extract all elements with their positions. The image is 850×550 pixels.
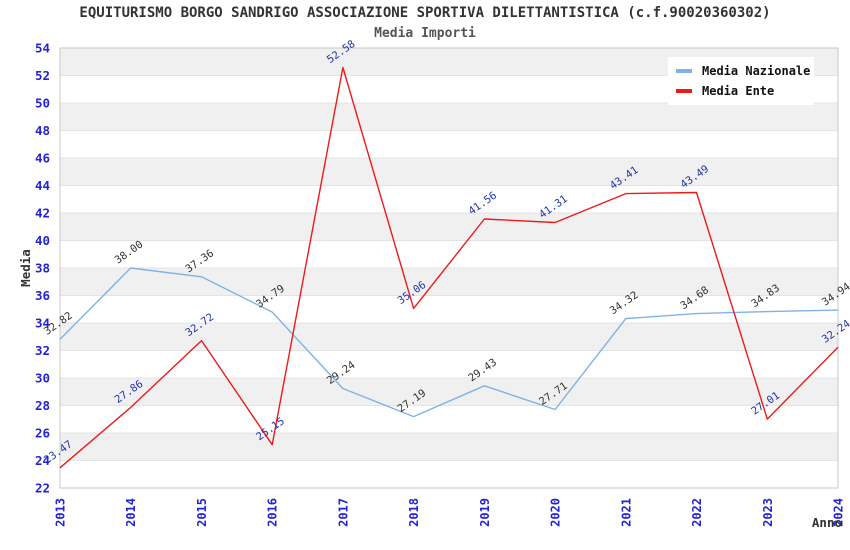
chart-title: EQUITURISMO BORGO SANDRIGO ASSOCIAZIONE … bbox=[79, 5, 771, 21]
y-tick-label: 36 bbox=[35, 288, 50, 303]
x-tick-label: 2018 bbox=[407, 498, 421, 527]
y-tick-label: 26 bbox=[35, 426, 50, 441]
legend: Media Nazionale Media Ente bbox=[668, 57, 814, 105]
plot-band bbox=[60, 433, 838, 461]
media-nazionale-line-swatch-icon bbox=[676, 69, 692, 73]
y-tick-label: 48 bbox=[35, 123, 50, 138]
y-tick-label: 46 bbox=[35, 151, 50, 166]
plot-band bbox=[60, 130, 838, 158]
legend-item-media-ente: Media Ente bbox=[676, 81, 814, 101]
y-tick-label: 44 bbox=[35, 178, 50, 193]
x-tick-label: 2023 bbox=[761, 498, 775, 527]
series-line-media-ente bbox=[59, 66, 839, 469]
plot-band bbox=[60, 323, 838, 351]
gridlines bbox=[60, 75, 838, 461]
legend-item-media-nazionale: Media Nazionale bbox=[676, 61, 814, 81]
x-tick-label: 2013 bbox=[54, 498, 68, 527]
legend-label: Media Ente bbox=[702, 84, 775, 98]
plot-band bbox=[60, 213, 838, 241]
y-tick-label: 38 bbox=[35, 261, 50, 276]
x-tick-label: 2014 bbox=[124, 498, 138, 527]
plot-border-rect bbox=[59, 47, 839, 489]
y-tick-label: 40 bbox=[35, 233, 50, 248]
series-line-media-nazionale bbox=[59, 267, 839, 418]
x-tick-label: 2020 bbox=[549, 498, 563, 527]
y-axis-title: Media bbox=[18, 249, 33, 287]
y-tick-label: 24 bbox=[35, 453, 50, 468]
plot-band bbox=[60, 268, 838, 296]
plot-band bbox=[60, 103, 838, 131]
y-tick-label: 42 bbox=[35, 206, 50, 221]
y-tick-label: 22 bbox=[35, 481, 50, 496]
media-ente-line-swatch-icon bbox=[676, 89, 692, 93]
series-lines bbox=[59, 66, 839, 469]
axis-ticks: 22 24 26 28 30 32 34 36 38 40 42 44 46 48 50 52 54 2013 20… bbox=[35, 41, 846, 527]
y-tick-label: 32 bbox=[35, 343, 50, 358]
x-tick-label: 2021 bbox=[619, 498, 633, 527]
plot-band bbox=[60, 350, 838, 378]
x-axis-title: Anno bbox=[812, 515, 842, 530]
x-tick-label: 2024 bbox=[832, 498, 846, 527]
plot-band bbox=[60, 295, 838, 323]
x-tick-label: 2022 bbox=[690, 498, 704, 527]
x-tick-label: 2016 bbox=[266, 498, 280, 527]
plot-band bbox=[60, 405, 838, 433]
plot-band bbox=[60, 185, 838, 213]
x-tick-label: 2015 bbox=[195, 498, 209, 527]
chart-subtitle: Media Importi bbox=[374, 26, 476, 41]
plot-bands bbox=[60, 48, 838, 488]
legend-label: Media Nazionale bbox=[702, 64, 811, 78]
x-tick-label: 2017 bbox=[336, 498, 350, 527]
y-tick-label: 34 bbox=[35, 316, 50, 331]
plot-band bbox=[60, 158, 838, 186]
y-tick-label: 54 bbox=[35, 41, 50, 56]
y-tick-label: 30 bbox=[35, 371, 50, 386]
y-tick-label: 52 bbox=[35, 68, 50, 83]
x-tick-label: 2019 bbox=[478, 498, 492, 527]
y-tick-label: 50 bbox=[35, 96, 50, 111]
plot-border bbox=[59, 47, 839, 489]
y-tick-label: 28 bbox=[35, 398, 50, 413]
plot-band bbox=[60, 460, 838, 488]
